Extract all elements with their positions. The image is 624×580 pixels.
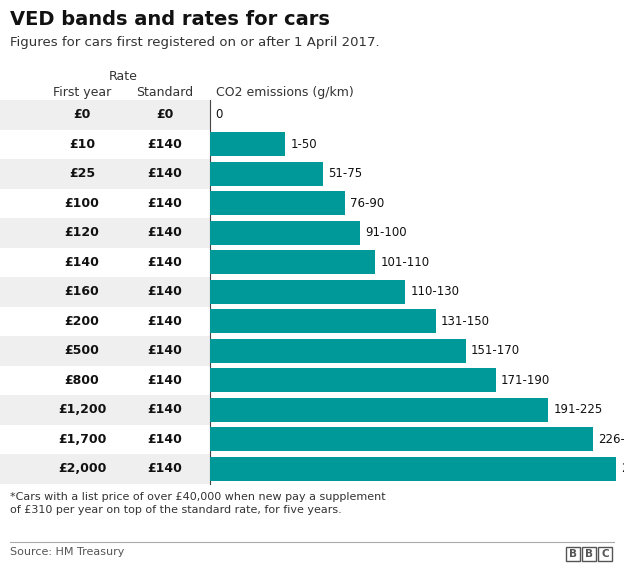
Text: 151-170: 151-170 [470, 345, 520, 357]
Bar [0, 425, 210, 454]
Bar [0, 159, 210, 188]
Text: 171-190: 171-190 [500, 374, 550, 387]
Bar [210, 218, 624, 248]
Bar [0, 454, 210, 484]
Bar [210, 454, 624, 484]
Text: £0: £0 [73, 108, 90, 121]
Bar [210, 100, 624, 129]
Bar [0, 306, 210, 336]
Text: 110-130: 110-130 [411, 285, 459, 298]
Text: 0: 0 [215, 108, 222, 121]
Text: £140: £140 [147, 167, 182, 180]
Text: 191-225: 191-225 [553, 403, 603, 416]
Bar [210, 425, 624, 454]
Bar [210, 159, 624, 188]
Bar [210, 336, 624, 365]
Text: 101-110: 101-110 [381, 256, 429, 269]
Text: £140: £140 [147, 374, 182, 387]
Bar [0, 395, 210, 425]
Text: £140: £140 [147, 315, 182, 328]
Text: £0: £0 [157, 108, 173, 121]
Bar [210, 221, 361, 245]
Text: 51-75: 51-75 [328, 167, 362, 180]
Bar [566, 547, 580, 561]
Bar [0, 365, 210, 395]
Text: 131-150: 131-150 [441, 315, 490, 328]
Text: £1,200: £1,200 [58, 403, 106, 416]
Bar [0, 188, 210, 218]
Bar [210, 339, 466, 362]
Text: £800: £800 [65, 374, 99, 387]
Text: £140: £140 [147, 256, 182, 269]
Bar [210, 277, 624, 306]
Text: Source: HM Treasury: Source: HM Treasury [10, 547, 124, 557]
Text: £1,700: £1,700 [58, 433, 106, 446]
Bar [210, 248, 624, 277]
Text: 76-90: 76-90 [350, 197, 384, 210]
Bar [210, 368, 495, 392]
Bar [210, 280, 406, 303]
Bar [0, 100, 210, 129]
Text: £140: £140 [147, 345, 182, 357]
Text: 226-255: 226-255 [598, 433, 624, 446]
Bar [210, 427, 593, 451]
Text: £120: £120 [64, 226, 99, 239]
Text: £10: £10 [69, 138, 95, 151]
Text: £140: £140 [147, 138, 182, 151]
Text: £140: £140 [147, 403, 182, 416]
Bar [210, 251, 376, 274]
Text: £100: £100 [64, 197, 99, 210]
Bar [210, 132, 285, 156]
Bar [210, 398, 548, 422]
Text: Rate: Rate [109, 70, 138, 83]
Text: B: B [569, 549, 577, 559]
Bar [210, 365, 624, 395]
Text: First year: First year [53, 86, 111, 99]
Bar [598, 547, 612, 561]
Bar [210, 162, 323, 186]
Text: £140: £140 [64, 256, 99, 269]
Text: £140: £140 [147, 226, 182, 239]
Text: £140: £140 [147, 462, 182, 475]
Text: £500: £500 [64, 345, 99, 357]
Text: £200: £200 [64, 315, 99, 328]
Text: 1-50: 1-50 [290, 138, 317, 151]
Bar [210, 191, 345, 215]
Bar [0, 129, 210, 159]
Text: C: C [601, 549, 609, 559]
Text: £160: £160 [65, 285, 99, 298]
Bar [210, 306, 624, 336]
Text: £140: £140 [147, 197, 182, 210]
Text: 255+: 255+ [621, 462, 624, 475]
Bar [210, 310, 436, 333]
Text: £2,000: £2,000 [58, 462, 106, 475]
Bar [0, 248, 210, 277]
Text: £25: £25 [69, 167, 95, 180]
Text: *Cars with a list price of over £40,000 when new pay a supplement
of £310 per ye: *Cars with a list price of over £40,000 … [10, 491, 386, 514]
Text: CO2 emissions (g/km): CO2 emissions (g/km) [216, 86, 354, 99]
Bar [210, 395, 624, 425]
Text: £140: £140 [147, 285, 182, 298]
Text: Figures for cars first registered on or after 1 April 2017.: Figures for cars first registered on or … [10, 36, 379, 49]
Text: £140: £140 [147, 433, 182, 446]
Text: 91-100: 91-100 [366, 226, 407, 239]
Text: Standard: Standard [137, 86, 193, 99]
Bar [582, 547, 596, 561]
Bar [210, 188, 624, 218]
Bar [0, 218, 210, 248]
Bar [210, 129, 624, 159]
Text: VED bands and rates for cars: VED bands and rates for cars [10, 10, 330, 29]
Bar [0, 277, 210, 306]
Text: B: B [585, 549, 593, 559]
Bar [0, 336, 210, 365]
Bar [210, 457, 616, 481]
